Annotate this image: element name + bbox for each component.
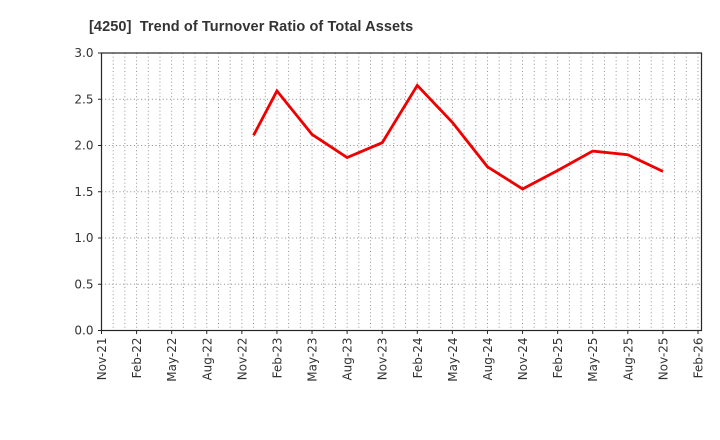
x-tick-label: Aug-23 bbox=[341, 338, 355, 381]
x-tick-label: Aug-24 bbox=[481, 338, 495, 381]
x-tick-label: Nov-23 bbox=[376, 338, 390, 381]
x-tick-label: May-25 bbox=[586, 338, 600, 382]
x-tick-label: Aug-25 bbox=[621, 338, 635, 381]
x-tick-label: Feb-25 bbox=[551, 338, 565, 379]
y-tick-label: 0.0 bbox=[74, 324, 93, 338]
x-tick-label: Feb-26 bbox=[691, 338, 705, 379]
x-tick-label: Nov-22 bbox=[235, 338, 249, 381]
data-series-line bbox=[252, 83, 664, 191]
x-tick-label: Feb-23 bbox=[270, 338, 284, 379]
x-tick-label: Nov-25 bbox=[656, 338, 670, 381]
y-tick-label: 3.0 bbox=[74, 46, 93, 60]
y-tick-label: 0.5 bbox=[74, 277, 93, 291]
y-tick-label: 2.0 bbox=[74, 139, 93, 153]
x-tick-label: May-22 bbox=[165, 338, 179, 382]
x-tick-label: May-24 bbox=[446, 338, 460, 382]
chart-title: [4250] Trend of Turnover Ratio of Total … bbox=[89, 19, 414, 35]
x-tick-label: Nov-24 bbox=[516, 338, 530, 381]
y-tick-label: 2.5 bbox=[74, 92, 93, 106]
x-tick-label: May-23 bbox=[306, 338, 320, 382]
y-tick-label: 1.0 bbox=[74, 231, 93, 245]
x-tick-label: Feb-24 bbox=[411, 338, 425, 379]
x-tick-label: Feb-22 bbox=[130, 338, 144, 379]
x-tick-label: Nov-21 bbox=[95, 338, 109, 381]
x-tick-label: Aug-22 bbox=[200, 338, 214, 381]
y-tick-label: 1.5 bbox=[74, 185, 93, 199]
